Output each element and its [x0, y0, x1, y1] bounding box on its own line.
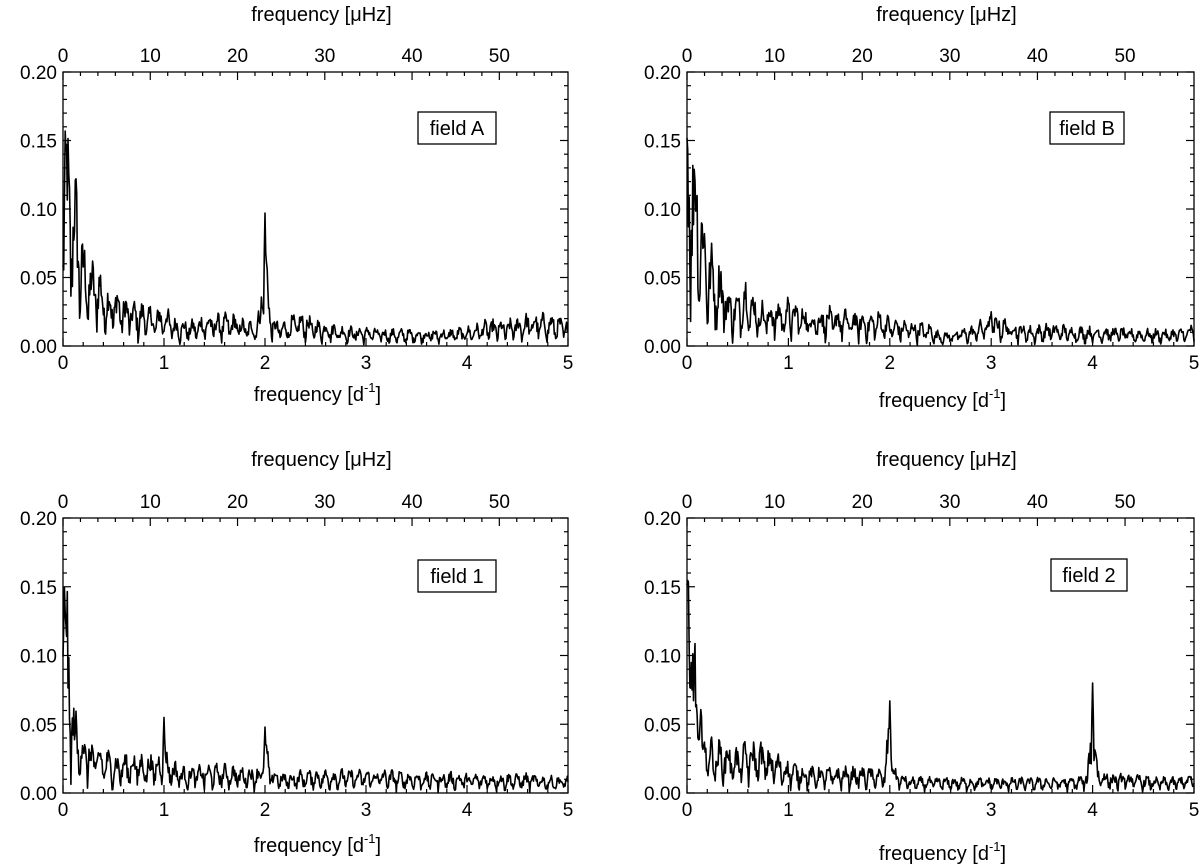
y-tick-label: 0.15 [20, 578, 57, 599]
field-label: field B [1059, 118, 1115, 140]
x2-tick-label: 20 [852, 46, 873, 67]
x-tick-label: 4 [462, 353, 473, 374]
amplitude-spectrum-line [686, 138, 1195, 347]
x2-tick-label: 30 [314, 492, 335, 513]
x2-tick-label: 10 [140, 492, 161, 513]
x-tick-label: 3 [361, 353, 372, 374]
x2-tick-label: 0 [58, 46, 69, 67]
field-label: field A [430, 118, 485, 140]
y-tick-label: 0.00 [20, 784, 57, 805]
bottom-axis-title: frequency [d-1] [879, 839, 1006, 865]
x2-tick-label: 40 [401, 46, 422, 67]
x-tick-label: 2 [885, 800, 896, 821]
field-label-box [1049, 111, 1125, 145]
y-tick-label: 0.05 [20, 715, 57, 736]
x2-tick-label: 30 [939, 46, 960, 67]
x-tick-label: 2 [260, 353, 271, 374]
x2-tick-label: 0 [682, 492, 693, 513]
bottom-axis-title: frequency [d-1] [254, 831, 381, 857]
y-tick-label: 0.20 [644, 63, 681, 84]
field-label-box [417, 111, 497, 145]
x2-tick-label: 30 [939, 492, 960, 513]
x2-tick-label: 40 [1027, 46, 1048, 67]
x2-tick-label: 50 [1114, 46, 1135, 67]
bottom-axis-title: frequency [d-1] [254, 380, 381, 406]
y-tick-label: 0.15 [644, 132, 681, 153]
x-tick-label: 4 [1087, 800, 1098, 821]
x-tick-label: 1 [783, 800, 794, 821]
y-tick-label: 0.15 [644, 578, 681, 599]
x-tick-label: 5 [1189, 353, 1200, 374]
x-tick-label: 5 [563, 353, 574, 374]
x-tick-label: 0 [682, 800, 693, 821]
x-tick-label: 3 [986, 800, 997, 821]
panel-field-2: frequency [μHz] frequency [d-1] 0 1 2 3 4 50 1… [644, 449, 1199, 865]
y-tick-label: 0.00 [644, 784, 681, 805]
x-tick-label: 5 [563, 800, 574, 821]
y-tick-label: 0.20 [20, 63, 57, 84]
x2-tick-label: 10 [140, 46, 161, 67]
y-tick-label: 0.20 [20, 509, 57, 530]
x-tick-label: 4 [1087, 353, 1098, 374]
y-tick-label: 0.10 [644, 200, 681, 221]
top-axis-title: frequency [μHz] [251, 449, 391, 471]
x-tick-label: 0 [58, 800, 69, 821]
x-tick-label: 1 [783, 353, 794, 374]
x-tick-label: 3 [361, 800, 372, 821]
field-label: field 2 [1062, 565, 1115, 587]
x2-tick-label: 50 [1114, 492, 1135, 513]
y-tick-label: 0.15 [20, 132, 57, 153]
y-tick-label: 0.10 [20, 200, 57, 221]
x2-tick-label: 20 [852, 492, 873, 513]
panel-field-b: frequency [μHz] frequency [d-1] 0 1 2 3 4 50 1… [644, 4, 1199, 412]
x-tick-label: 2 [260, 800, 271, 821]
y-tick-label: 0.10 [644, 647, 681, 668]
x2-tick-label: 0 [682, 46, 693, 67]
x2-tick-label: 40 [401, 492, 422, 513]
x2-tick-label: 20 [227, 492, 248, 513]
x2-tick-label: 10 [764, 46, 785, 67]
top-axis-title: frequency [μHz] [251, 4, 391, 26]
y-tick-label: 0.10 [20, 647, 57, 668]
bottom-axis-title: frequency [d-1] [879, 386, 1006, 412]
field-label: field 1 [430, 566, 483, 588]
x-tick-label: 0 [682, 353, 693, 374]
x-tick-label: 4 [462, 800, 473, 821]
panel-field-1: frequency [μHz] frequency [d-1] 0 1 2 3 4 50 1… [20, 449, 573, 857]
x2-tick-label: 10 [764, 492, 785, 513]
x-tick-label: 2 [885, 353, 896, 374]
x2-tick-label: 20 [227, 46, 248, 67]
x2-tick-label: 0 [58, 492, 69, 513]
panel-field-a: frequency [μHz] frequency [d-1] 0 1 2 3 4 50 1… [20, 4, 573, 406]
top-axis-title: frequency [μHz] [876, 4, 1016, 26]
x-tick-label: 1 [159, 353, 170, 374]
x2-tick-label: 30 [314, 46, 335, 67]
y-tick-label: 0.00 [20, 337, 57, 358]
amplitude-spectrum-line [686, 579, 1195, 794]
x-tick-label: 5 [1189, 800, 1200, 821]
x-tick-label: 3 [986, 353, 997, 374]
field-label-box [1050, 558, 1128, 592]
x2-tick-label: 50 [489, 46, 510, 67]
y-tick-label: 0.00 [644, 337, 681, 358]
field-label-box [417, 559, 497, 593]
y-tick-label: 0.05 [644, 269, 681, 290]
y-tick-label: 0.05 [644, 715, 681, 736]
x-tick-label: 1 [159, 800, 170, 821]
plot-frame [62, 517, 569, 794]
x2-tick-label: 40 [1027, 492, 1048, 513]
amplitude-spectrum-line [62, 586, 569, 794]
top-axis-title: frequency [μHz] [876, 449, 1016, 471]
x-tick-label: 0 [58, 353, 69, 374]
y-tick-label: 0.05 [20, 269, 57, 290]
amplitude-spectrum-line [62, 130, 569, 346]
x2-tick-label: 50 [489, 492, 510, 513]
y-tick-label: 0.20 [644, 509, 681, 530]
